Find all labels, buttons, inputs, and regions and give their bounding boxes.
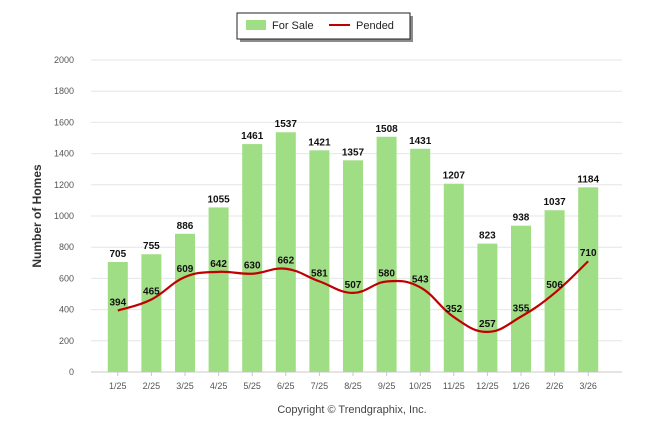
pended-point-label: 465 — [143, 286, 160, 297]
bar-for-sale-label: 1207 — [443, 171, 466, 182]
bar-for-sale — [343, 160, 363, 372]
bar-for-sale-label: 823 — [479, 231, 496, 242]
bar-for-sale — [275, 132, 296, 372]
pended-point-label: 609 — [177, 264, 194, 275]
bar-for-sale-label: 886 — [177, 221, 194, 232]
pended-point-label: 394 — [109, 298, 126, 309]
bar-for-sale — [309, 150, 330, 372]
pended-line-group: 394 465 609 642 630 662 581 507 580 543 352 257 355 5… — [109, 248, 597, 334]
x-tick-label: 6/25 — [277, 381, 295, 391]
x-tick-label: 10/25 — [409, 381, 432, 391]
bar-for-sale-label: 1537 — [275, 119, 298, 130]
x-tick-label: 5/25 — [243, 381, 261, 391]
y-tick-label: 1000 — [54, 211, 74, 221]
pended-line — [117, 260, 589, 334]
y-tick-label: 1200 — [54, 180, 74, 190]
x-tick-label: 7/25 — [311, 381, 329, 391]
x-tick-label: 2/26 — [546, 381, 564, 391]
bar-for-sale-label: 705 — [109, 249, 126, 260]
pended-point-label: 630 — [244, 261, 261, 272]
y-tick-label: 400 — [59, 305, 74, 315]
bar-for-sale-label: 1508 — [375, 124, 398, 135]
y-tick-label: 2000 — [54, 55, 74, 65]
bar-for-sale — [410, 148, 431, 372]
y-tick-label: 1800 — [54, 86, 74, 96]
y-tick-label: 200 — [59, 336, 74, 346]
pended-point-label: 710 — [580, 248, 597, 259]
x-tick-label: 11/25 — [443, 381, 465, 391]
y-tick-label: 1400 — [54, 149, 74, 159]
bar-for-sale-label: 1037 — [543, 197, 566, 208]
bar-for-sale-label: 1184 — [577, 174, 599, 185]
x-axis-ticks: 1/25 2/25 3/25 4/25 5/25 6/25 7/25 8/25 9/25 10/2… — [109, 372, 597, 391]
bar-for-sale — [208, 207, 229, 372]
x-tick-label: 1/25 — [109, 381, 127, 391]
y-axis-ticks: 0 200 400 600 800 1000 1200 1400 1600 1800 2000 — [54, 55, 74, 377]
x-tick-label: 3/25 — [176, 381, 194, 391]
bar-for-sale — [544, 210, 565, 372]
bar-for-sale — [107, 262, 128, 372]
pended-point-label: 581 — [311, 268, 328, 279]
pended-point-label: 580 — [378, 269, 395, 280]
x-tick-label: 1/26 — [512, 381, 530, 391]
bar-for-sale — [443, 183, 464, 372]
y-tick-label: 800 — [59, 242, 74, 252]
pended-point-label: 507 — [345, 280, 362, 291]
pended-point-label: 506 — [546, 280, 563, 291]
legend-for-sale-swatch — [246, 20, 266, 30]
x-tick-label: 8/25 — [344, 381, 362, 391]
bar-for-sale-label: 1421 — [308, 137, 331, 148]
x-tick-label: 3/26 — [579, 381, 597, 391]
pended-point-label: 642 — [210, 259, 227, 270]
bar-for-sale — [578, 187, 599, 372]
pended-point-label: 257 — [479, 319, 496, 330]
bar-for-sale-label: 755 — [143, 241, 160, 252]
y-tick-label: 600 — [59, 273, 74, 283]
legend-pended-label: Pended — [356, 20, 394, 32]
pended-point-label: 543 — [412, 274, 429, 285]
legend: For Sale Pended — [236, 12, 413, 42]
bar-for-sale — [242, 144, 263, 372]
bar-for-sale-label: 1461 — [241, 131, 264, 142]
pended-point-label: 352 — [445, 304, 462, 315]
pended-point-label: 662 — [277, 256, 294, 267]
x-tick-label: 4/25 — [210, 381, 228, 391]
pended-point-label: 355 — [513, 304, 530, 315]
y-tick-label: 1600 — [54, 117, 74, 127]
bar-for-sale-label: 1357 — [342, 147, 365, 158]
bars-group: 705 755 886 1055 1461 1537 1421 1357 1508 1431 120… — [107, 119, 599, 372]
bar-for-sale-label: 1431 — [409, 136, 432, 147]
bar-for-sale-label: 938 — [513, 213, 530, 224]
x-tick-label: 12/25 — [476, 381, 499, 391]
y-tick-label: 0 — [69, 367, 74, 377]
x-tick-label: 2/25 — [143, 381, 161, 391]
bar-for-sale — [141, 254, 162, 372]
bar-for-sale — [376, 136, 397, 372]
y-axis-title: Number of Homes — [30, 164, 44, 268]
bar-for-sale — [511, 225, 531, 372]
copyright: Copyright © Trendgraphix, Inc. — [277, 404, 426, 416]
legend-for-sale-label: For Sale — [272, 20, 314, 32]
bar-for-sale-label: 1055 — [207, 194, 230, 205]
bar-for-sale — [175, 233, 195, 372]
bar-for-sale — [477, 243, 498, 372]
x-tick-label: 9/25 — [378, 381, 396, 391]
